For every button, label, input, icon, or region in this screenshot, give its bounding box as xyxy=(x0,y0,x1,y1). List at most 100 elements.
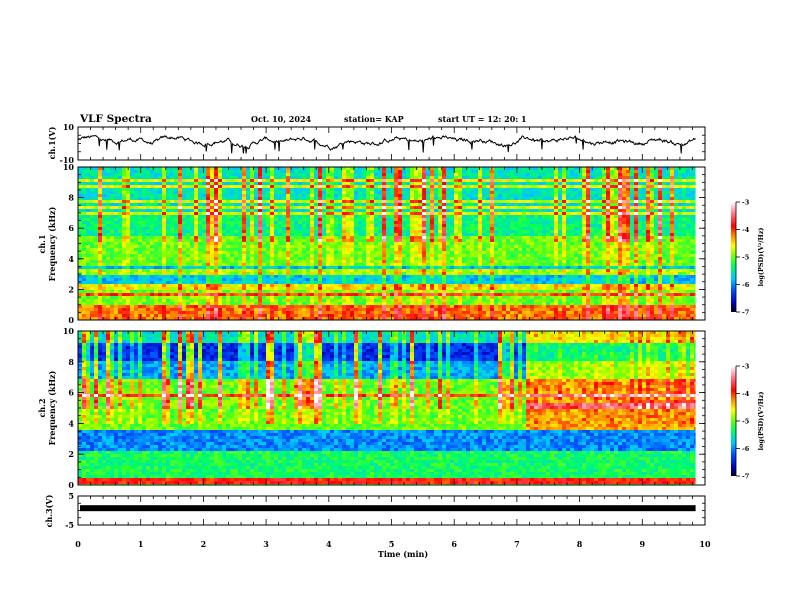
ch1-spec-cell xyxy=(390,215,394,218)
ch1-spec-cell xyxy=(566,203,570,206)
ch1-spec-cell xyxy=(446,233,450,236)
ch1-spec-cell xyxy=(418,188,422,191)
ch1-spec-cell xyxy=(142,176,146,179)
ch1-spec-cell xyxy=(214,197,218,200)
ch1-spec-cell xyxy=(486,185,490,188)
ch1-spec-cell xyxy=(522,191,526,194)
ch1-spec-cell xyxy=(562,206,566,209)
ch1-spec-cell xyxy=(470,218,474,221)
ch1-spec-cell xyxy=(294,215,298,218)
ch1-spec-cell xyxy=(474,197,478,200)
ch1-spec-cell xyxy=(334,203,338,206)
ch1-spec-cell xyxy=(154,215,158,218)
ch1-spec-cell xyxy=(642,206,646,209)
ch1-spec-cell xyxy=(238,215,242,218)
ch1-spec-cell xyxy=(534,236,538,239)
ch1-spec-cell xyxy=(458,224,462,227)
ch1-spec-cell xyxy=(154,194,158,197)
ch1-spec-cell xyxy=(622,251,626,254)
ch1-spec-cell xyxy=(134,185,138,188)
ch1-spec-cell xyxy=(446,218,450,221)
ch1-spec-cell xyxy=(390,260,394,263)
ch1-spec-cell xyxy=(130,176,134,179)
ch1-spec-cell xyxy=(658,197,662,200)
ch1-spec-cell xyxy=(238,260,242,263)
ch1-spec-cell xyxy=(434,227,438,230)
ch1-spec-cell xyxy=(562,227,566,230)
ch1-spec-cell xyxy=(638,200,642,203)
ch1-spec-cell xyxy=(674,227,678,230)
ch1-spec-cell xyxy=(630,203,634,206)
ch1-spec-cell xyxy=(454,176,458,179)
ch1-spec-cell xyxy=(290,239,294,242)
ch1-spec-cell xyxy=(542,200,546,203)
ch1-spec-cell xyxy=(314,218,318,221)
ch1-spec-cell xyxy=(694,185,696,188)
ch1-spec-cell xyxy=(338,200,342,203)
ch1-spec-cell xyxy=(454,251,458,254)
ch1-spec-cell xyxy=(430,197,434,200)
ch1-spec-cell xyxy=(590,227,594,230)
ch1-spec-cell xyxy=(378,200,382,203)
ch1-spec-cell xyxy=(154,197,158,200)
ch1-spec-cell xyxy=(358,176,362,179)
ch1-spec-cell xyxy=(206,242,210,245)
ch1-spec-cell xyxy=(206,182,210,185)
ch1-spec-cell xyxy=(654,224,658,227)
ch1-spec-cell xyxy=(330,257,334,260)
ch1-spec-cell xyxy=(226,221,230,224)
ch1-spec-cell xyxy=(682,242,686,245)
ch1-spec-cell xyxy=(274,230,278,233)
ch1-spec-cell xyxy=(106,179,110,182)
ch1-spec-cell xyxy=(414,224,418,227)
ch1-spec-cell xyxy=(574,179,578,182)
ch1-spec-cell xyxy=(218,173,222,176)
ch1-spec-cell xyxy=(318,206,322,209)
ch1-spec-cell xyxy=(162,245,166,248)
ch1-spec-cell xyxy=(470,206,474,209)
ch1-spec-cell xyxy=(642,236,646,239)
ch1-spec-cell xyxy=(318,209,322,212)
ch1-spec-cell xyxy=(178,218,182,221)
ch1-spec-cell xyxy=(270,185,274,188)
ch1-spec-cell xyxy=(270,242,274,245)
ch1-spec-cell xyxy=(410,254,414,257)
ch1-spec-cell xyxy=(118,170,122,173)
ch1-spec-cell xyxy=(310,179,314,182)
ch1-spec-cell xyxy=(370,173,374,176)
ch1-spec-cell xyxy=(674,215,678,218)
ch1-spec-cell xyxy=(246,239,250,242)
ch1-spec-cell xyxy=(654,239,658,242)
ch1-spec-cell xyxy=(598,221,602,224)
ch1-spec-cell xyxy=(142,179,146,182)
ch1-spec-cell xyxy=(674,248,678,251)
ch1-spec-cell xyxy=(454,173,458,176)
ch1-spec-cell xyxy=(634,248,638,251)
ch1-spec-cell xyxy=(650,206,654,209)
ch1-spec-cell xyxy=(382,224,386,227)
ch1-spec-cell xyxy=(270,191,274,194)
ch1-spec-cell xyxy=(410,176,414,179)
ch1-spec-cell xyxy=(514,224,518,227)
ch1-spec-cell xyxy=(262,191,266,194)
ch1-spec-cell xyxy=(438,236,442,239)
ch1-spec-cell xyxy=(410,170,414,173)
ch1-spec-cell xyxy=(590,200,594,203)
ch1-spec-cell xyxy=(262,170,266,173)
ch1-spec-cell xyxy=(162,200,166,203)
ch1-spec-cell xyxy=(494,224,498,227)
ch1-spec-cell xyxy=(150,248,154,251)
ch1-spec-cell xyxy=(486,197,490,200)
ch1-spec-cell xyxy=(266,176,270,179)
ch1-spec-cell xyxy=(354,173,358,176)
ch1-spec-cell xyxy=(162,194,166,197)
ch1-spec-cell xyxy=(214,182,218,185)
ch1-spec-cell xyxy=(578,257,582,260)
ch1-spec-cell xyxy=(426,251,430,254)
ch1-spec-cell xyxy=(346,248,350,251)
ch1-spec-cell xyxy=(418,218,422,221)
ch1-spec-cell xyxy=(646,245,650,248)
ch1-spec-cell xyxy=(306,212,310,215)
ch1-spec-cell xyxy=(354,248,358,251)
ch1-spec-cell xyxy=(650,218,654,221)
